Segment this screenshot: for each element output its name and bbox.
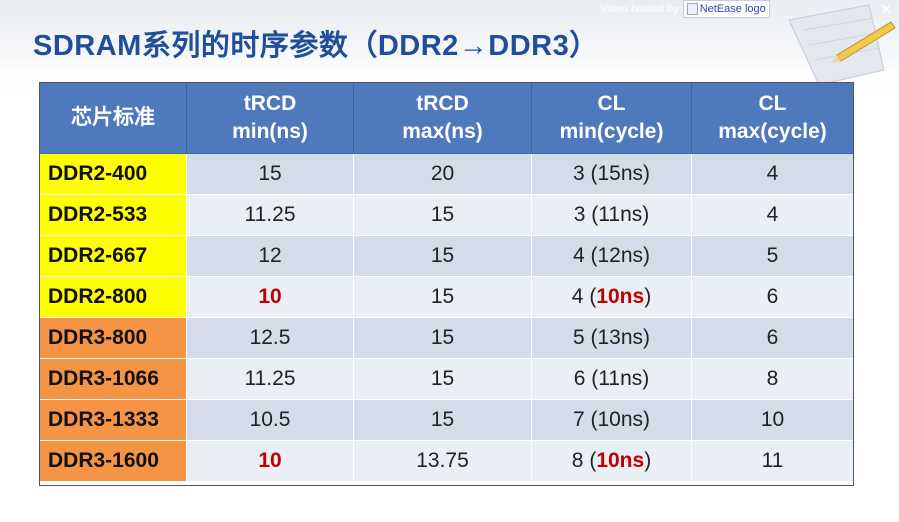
- header-chip-standard: 芯片标准: [39, 82, 187, 154]
- trcd-min-value: 10: [258, 449, 282, 472]
- trcd-min-value: 11.25: [244, 203, 296, 226]
- cl-max-cell: 6: [691, 317, 854, 359]
- trcd-min-cell: 10: [186, 440, 354, 482]
- table-row: DDR3-1600 10 13.75 8 (10ns) 11: [39, 440, 854, 482]
- trcd-min-cell: 10: [186, 276, 354, 318]
- trcd-max-cell: 15: [353, 194, 532, 236]
- close-icon[interactable]: ✕: [879, 2, 893, 19]
- header-label: tRCD: [243, 92, 297, 115]
- cl-min-cell: 4 (10ns): [531, 276, 692, 318]
- header-label: CL: [758, 92, 787, 115]
- header-trcd-max: tRCD max(ns): [353, 82, 532, 154]
- cl-min-cell: 3 (15ns): [531, 153, 692, 195]
- trcd-min-value: 12.5: [249, 326, 291, 349]
- cl-max-cell: 10: [691, 399, 854, 441]
- cl-min-ns: 12ns: [597, 244, 644, 267]
- chip-standard-cell: DDR3-1600: [39, 440, 187, 482]
- chip-standard-cell: DDR2-533: [39, 194, 187, 236]
- broken-image-icon: [686, 3, 698, 15]
- cl-min-ns: 10ns: [596, 449, 645, 472]
- trcd-min-cell: 11.25: [186, 358, 354, 400]
- cl-max-cell: 5: [691, 235, 854, 277]
- trcd-min-cell: 12: [186, 235, 354, 277]
- cl-max-cell: 6: [691, 276, 854, 318]
- cl-min-ns: 10ns: [597, 408, 644, 431]
- header-sublabel: max(ns): [402, 120, 483, 143]
- chip-standard-cell: DDR3-1066: [39, 358, 187, 400]
- trcd-min-value: 15: [258, 162, 282, 185]
- trcd-min-cell: 11.25: [186, 194, 354, 236]
- cl-min-ns: 11ns: [598, 367, 643, 390]
- trcd-max-cell: 15: [353, 317, 532, 359]
- table-row: DDR2-533 11.25 15 3 (11ns) 4: [39, 194, 854, 236]
- trcd-min-cell: 15: [186, 153, 354, 195]
- table-row: DDR2-400 15 20 3 (15ns) 4: [39, 153, 854, 195]
- trcd-max-cell: 15: [353, 358, 532, 400]
- watermark-text: Video hosted by: [600, 3, 679, 15]
- cl-min-ns: 15ns: [597, 162, 644, 185]
- trcd-max-cell: 15: [353, 235, 532, 277]
- header-sublabel: min(cycle): [559, 120, 664, 143]
- cl-min-cycles: 6: [573, 367, 586, 390]
- trcd-min-value: 10.5: [249, 408, 291, 431]
- timing-parameters-table: 芯片标准 tRCD min(ns) tRCD max(ns) CL min(cy…: [39, 82, 854, 482]
- trcd-max-cell: 15: [353, 399, 532, 441]
- table-row: DDR3-1333 10.5 15 7 (10ns) 10: [39, 399, 854, 441]
- table-header-row: 芯片标准 tRCD min(ns) tRCD max(ns) CL min(cy…: [39, 82, 854, 154]
- drafting-tools-decoration: [749, 0, 899, 95]
- trcd-max-cell: 20: [353, 153, 532, 195]
- page-title: SDRAM系列的时序参数（DDR2→DDR3）: [33, 30, 599, 62]
- chip-standard-cell: DDR2-667: [39, 235, 187, 277]
- header-cl-max: CL max(cycle): [691, 82, 854, 154]
- cl-min-ns: 13ns: [597, 326, 644, 349]
- table-row: DDR2-667 12 15 4 (12ns) 5: [39, 235, 854, 277]
- cl-min-cycles: 4: [572, 244, 585, 267]
- cl-min-ns: 10ns: [596, 285, 645, 308]
- chip-standard-cell: DDR3-800: [39, 317, 187, 359]
- chip-standard-cell: DDR2-400: [39, 153, 187, 195]
- trcd-min-value: 10: [258, 285, 282, 308]
- cl-max-cell: 11: [691, 440, 854, 482]
- table-row: DDR3-800 12.5 15 5 (13ns) 6: [39, 317, 854, 359]
- cl-min-cycles: 8: [571, 449, 584, 472]
- header-label: 芯片标准: [71, 106, 155, 129]
- trcd-max-cell: 15: [353, 276, 532, 318]
- cl-min-ns: 11ns: [598, 203, 643, 226]
- trcd-min-cell: 10.5: [186, 399, 354, 441]
- table-row: DDR2-800 10 15 4 (10ns) 6: [39, 276, 854, 318]
- header-sublabel: min(ns): [232, 120, 308, 143]
- cl-min-cell: 7 (10ns): [531, 399, 692, 441]
- cl-max-cell: 4: [691, 194, 854, 236]
- chip-standard-cell: DDR2-800: [39, 276, 187, 318]
- header-label: tRCD: [416, 92, 469, 115]
- video-watermark: Video hosted by NetEase logo: [600, 0, 770, 18]
- header-label: CL: [597, 92, 626, 115]
- cl-min-cycles: 3: [572, 162, 585, 185]
- cl-min-cell: 5 (13ns): [531, 317, 692, 359]
- cl-min-cell: 4 (12ns): [531, 235, 692, 277]
- cl-min-cell: 3 (11ns): [531, 194, 692, 236]
- chip-standard-cell: DDR3-1333: [39, 399, 187, 441]
- cl-min-cell: 8 (10ns): [531, 440, 692, 482]
- cl-min-cell: 6 (11ns): [531, 358, 692, 400]
- cl-min-cycles: 4: [571, 285, 584, 308]
- trcd-min-cell: 12.5: [186, 317, 354, 359]
- drafting-tools-icon: [788, 4, 896, 86]
- trcd-max-cell: 13.75: [353, 440, 532, 482]
- trcd-min-value: 12: [258, 244, 282, 267]
- header-sublabel: max(cycle): [718, 120, 827, 143]
- trcd-min-value: 11.25: [244, 367, 296, 390]
- table-row: DDR3-1066 11.25 15 6 (11ns) 8: [39, 358, 854, 400]
- header-cl-min: CL min(cycle): [531, 82, 692, 154]
- cl-min-cycles: 7: [572, 408, 585, 431]
- header-trcd-min: tRCD min(ns): [186, 82, 354, 154]
- netease-logo-alt: NetEase logo: [699, 3, 766, 15]
- netease-logo[interactable]: NetEase logo: [682, 0, 770, 18]
- cl-max-cell: 4: [691, 153, 854, 195]
- table-body: DDR2-400 15 20 3 (15ns) 4 DDR2-533 11.25 15 3 (1…: [39, 153, 854, 482]
- cl-min-cycles: 3: [573, 203, 586, 226]
- cl-min-cycles: 5: [572, 326, 585, 349]
- cl-max-cell: 8: [691, 358, 854, 400]
